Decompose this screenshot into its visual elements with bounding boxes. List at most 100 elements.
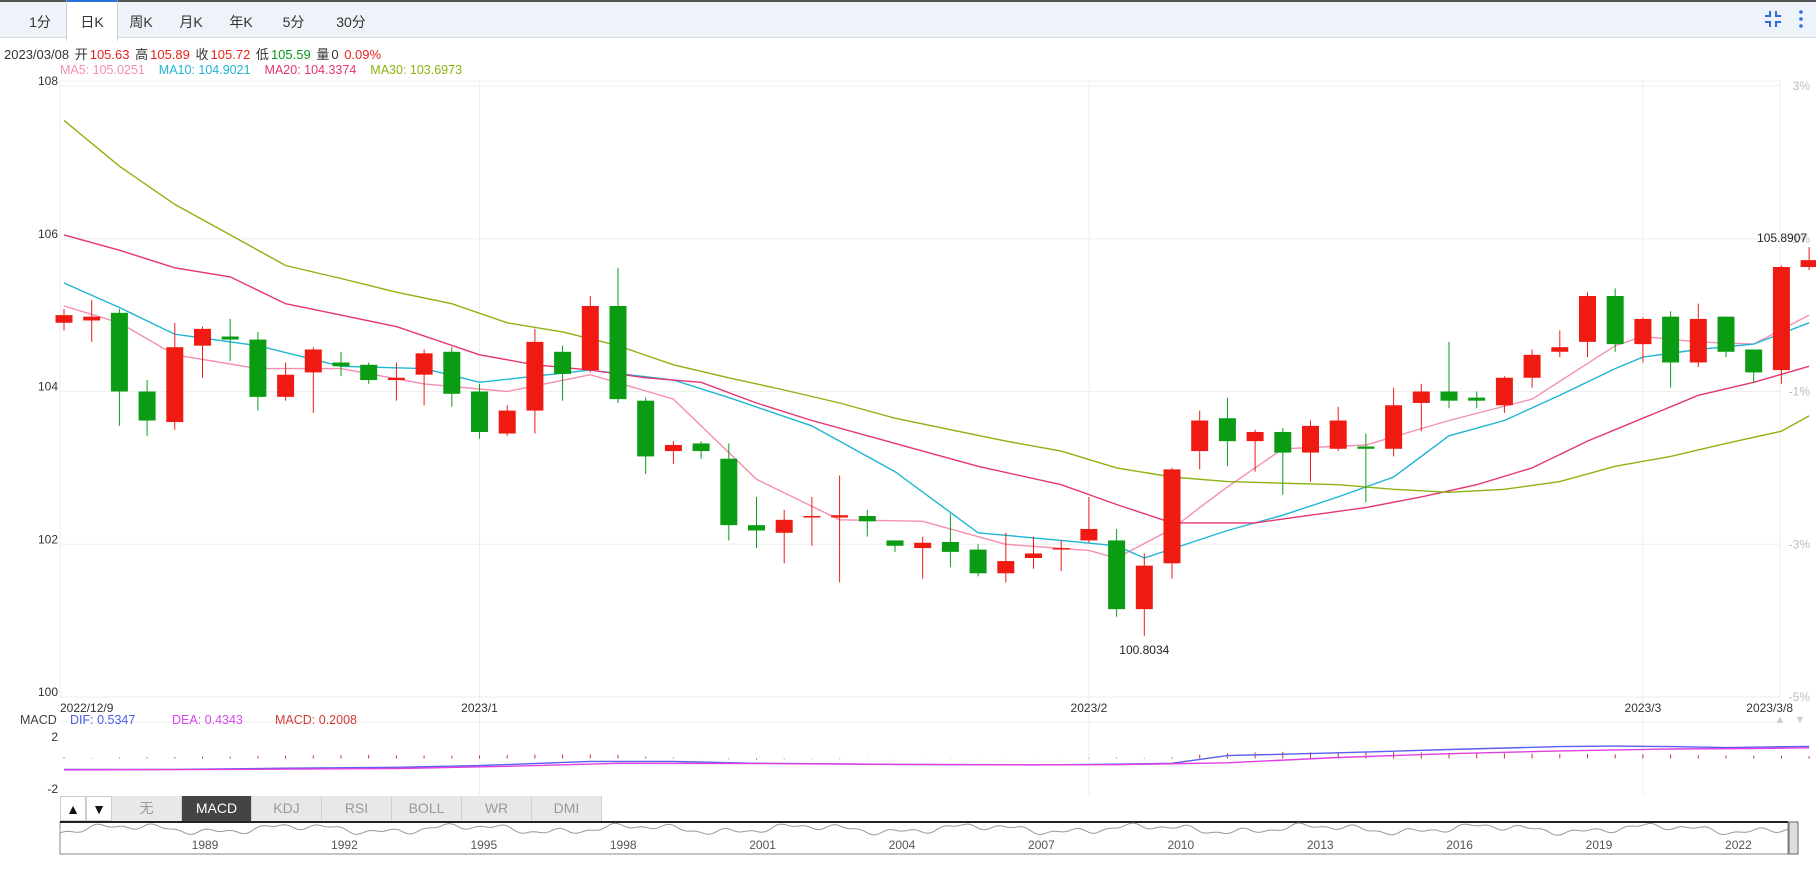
navigator-year-8: 2013 (1307, 838, 1334, 852)
candle-body-56 (1606, 296, 1624, 345)
navigator-year-4: 2001 (749, 838, 776, 852)
candle-body-38 (1108, 540, 1126, 610)
candle-body-24 (720, 458, 738, 526)
tab-4[interactable]: 年K (229, 14, 253, 30)
indicator-5[interactable]: WR (462, 796, 532, 821)
candle-body-17 (526, 341, 544, 411)
y-tick-4: 100 (38, 685, 58, 699)
navigator-year-1: 1992 (331, 838, 358, 852)
candle-body-21 (637, 400, 655, 457)
x-label-0: 2022/12/9 (60, 701, 114, 715)
macd-dea-label: DEA: 0.4343 (172, 713, 243, 727)
candle-body-52 (1495, 377, 1513, 406)
ma-legend-3: MA30: 103.6973 (370, 63, 463, 77)
info-vol-label: 量 (316, 47, 330, 62)
candle-body-48 (1385, 405, 1403, 449)
candle-body-49 (1412, 391, 1430, 403)
candle-body-6 (221, 336, 239, 340)
candle-body-60 (1717, 316, 1735, 352)
macd-name: MACD (20, 713, 57, 727)
ma-line-3 (63, 119, 1810, 494)
x-label-3: 2023/3 (1625, 701, 1662, 715)
candle-body-28 (831, 515, 849, 518)
y-tick-0: 108 (38, 74, 58, 88)
candle-body-42 (1218, 418, 1236, 442)
candle-body-4 (166, 347, 184, 423)
candle-body-18 (554, 351, 572, 374)
info-low-label: 低 (255, 47, 269, 62)
info-close-label: 收 (195, 47, 209, 62)
kebab-menu-icon[interactable] (1798, 9, 1804, 29)
pct-tick-3: -3% (1789, 537, 1811, 551)
indicator-0[interactable]: 无 (112, 796, 182, 821)
candle-body-3 (138, 391, 156, 421)
candle-body-41 (1191, 420, 1209, 452)
info-date: 2023/03/08 (4, 47, 70, 62)
macd-y-tick-0: 2 (51, 730, 58, 744)
candle-body-12 (387, 377, 405, 381)
candle-body-5 (194, 328, 211, 346)
ma-line-2 (63, 234, 1810, 524)
candle-body-25 (748, 525, 765, 531)
navigator-year-7: 2010 (1167, 838, 1194, 852)
indicator-6[interactable]: DMI (532, 796, 602, 821)
macd-dif-label: DIF: 0.5347 (70, 713, 135, 727)
candle-body-46 (1329, 420, 1347, 449)
candle-body-32 (941, 541, 959, 552)
candle-body-15 (471, 391, 488, 432)
ma-legend-1: MA10: 104.9021 (158, 63, 251, 77)
info-high-label: 高 (135, 47, 149, 62)
info-open-label: 开 (74, 47, 88, 62)
arrow-down-icon[interactable]: ▼ (86, 796, 112, 821)
tab-0[interactable]: 1分 (29, 14, 51, 30)
tab-2[interactable]: 周K (129, 14, 153, 30)
candle-body-47 (1357, 446, 1375, 449)
candle-body-53 (1523, 354, 1541, 378)
indicator-3[interactable]: RSI (322, 796, 392, 821)
arrow-up-icon[interactable]: ▲ (60, 796, 86, 821)
candle-body-54 (1551, 347, 1569, 352)
navigator-year-2: 1995 (470, 838, 497, 852)
candle-body-8 (277, 374, 295, 397)
ma-line-1 (63, 282, 1810, 559)
tab-6[interactable]: 30分 (336, 14, 366, 30)
info-vol: 0 (331, 47, 339, 62)
ma-line-0 (63, 305, 1810, 559)
candle-body-29 (858, 515, 876, 522)
indicator-1[interactable]: MACD (182, 796, 252, 821)
tab-1[interactable]: 日K (66, 0, 118, 41)
max-price-label: 105.8907 (1757, 231, 1807, 245)
candle-body-34 (997, 561, 1015, 574)
candle-body-14 (443, 351, 461, 394)
candle-body-30 (886, 540, 904, 546)
ma-legend: MA5: 105.0251 MA10: 104.9021 MA20: 104.337… (60, 63, 476, 77)
candle-body-11 (360, 364, 378, 381)
macd-down-arrow: ▼ (1795, 714, 1806, 726)
macd-value-label: MACD: 0.2008 (275, 713, 357, 727)
fullscreen-icon[interactable] (1764, 10, 1782, 28)
info-close: 105.72 (210, 47, 251, 62)
candle-body-7 (249, 339, 267, 397)
macd-dif-line (64, 745, 1810, 771)
ma-legend-2: MA20: 104.3374 (264, 63, 357, 77)
navigator-handle (1788, 821, 1799, 855)
candle-body-63 (1800, 260, 1816, 268)
tab-5[interactable]: 5分 (282, 14, 305, 30)
candle-body-43 (1246, 431, 1264, 442)
y-tick-1: 106 (38, 227, 58, 241)
y-tick-2: 104 (38, 380, 58, 394)
tab-3[interactable]: 月K (179, 14, 203, 30)
navigator-year-11: 2022 (1725, 838, 1752, 852)
pct-tick-0: 3% (1793, 79, 1811, 93)
candle-body-39 (1135, 565, 1153, 610)
indicator-2[interactable]: KDJ (252, 796, 322, 821)
candle-body-2 (110, 312, 128, 392)
indicator-4[interactable]: BOLL (392, 796, 462, 821)
x-label-1: 2023/1 (461, 701, 498, 715)
pct-tick-4: -5% (1789, 690, 1811, 704)
y-tick-3: 102 (38, 532, 58, 546)
info-open: 105.63 (89, 47, 130, 62)
plot-area (59, 80, 1781, 698)
navigator-year-3: 1998 (610, 838, 637, 852)
